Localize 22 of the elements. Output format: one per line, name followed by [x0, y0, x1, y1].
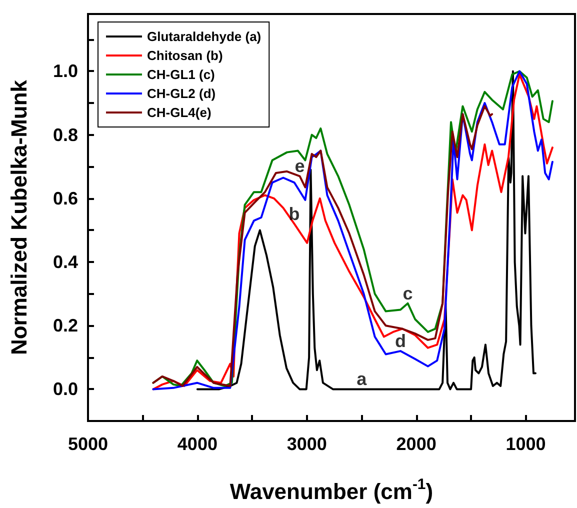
annotation: d — [394, 331, 406, 352]
y-tick-label: 0.0 — [52, 379, 78, 400]
annotation: c — [402, 283, 413, 304]
annotation: e — [294, 156, 305, 176]
legend-label: CH-GL2 (d) — [147, 86, 216, 101]
x-tick-label: 5000 — [68, 434, 108, 454]
y-axis-title: Normalized Kubelka-Munk — [6, 79, 32, 356]
y-tick-label: 0.6 — [52, 188, 78, 208]
legend-label: Chitosan (b) — [147, 48, 223, 63]
y-tick-label: 0.2 — [52, 316, 78, 336]
x-tick-label: 2000 — [396, 434, 436, 454]
legend-label: Glutaraldehyde (a) — [147, 29, 262, 44]
annotation: b — [288, 204, 300, 224]
y-tick-label: 0.4 — [52, 252, 78, 272]
x-tick-label: 3000 — [286, 434, 327, 454]
y-tick-label: 1.0 — [52, 61, 78, 82]
x-tick-label: 4000 — [177, 434, 218, 454]
legend-label: CH-GL4(e) — [147, 105, 212, 120]
annotation: a — [356, 369, 368, 390]
x-tick-label: 1000 — [506, 434, 546, 454]
legend-label: CH-GL1 (c) — [147, 67, 215, 82]
y-tick-label: 0.8 — [52, 124, 78, 145]
